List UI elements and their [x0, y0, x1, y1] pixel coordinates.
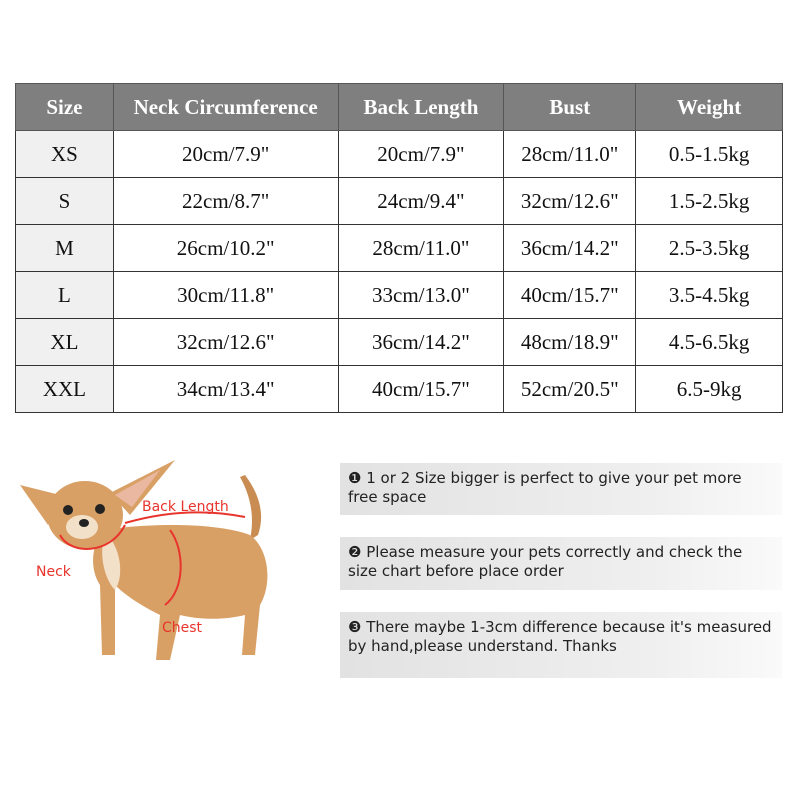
back-measure-line [124, 511, 246, 524]
table-cell: 48cm/18.9" [503, 318, 637, 366]
table-cell: 2.5-3.5kg [635, 224, 783, 272]
table-cell: 22cm/8.7" [112, 177, 339, 225]
table-cell: 28cm/11.0" [337, 224, 505, 272]
table-cell: 33cm/13.0" [337, 271, 505, 319]
size-cell: L [15, 271, 114, 319]
chest-label: Chest [162, 620, 203, 636]
table-row: XS 20cm/7.9" 20cm/7.9" 28cm/11.0" 0.5-1.5kg [15, 130, 783, 178]
size-cell: XS [15, 130, 114, 178]
column-header: Bust [503, 83, 637, 131]
table-cell: 32cm/12.6" [503, 177, 637, 225]
table-cell: 32cm/12.6" [112, 318, 339, 366]
size-cell: M [15, 224, 114, 272]
number-2-icon: ❷ [348, 543, 362, 561]
back-length-label: Back Length [142, 499, 229, 515]
table-row: L 30cm/11.8" 33cm/13.0" 40cm/15.7" 3.5-4.5kg [15, 271, 783, 319]
column-header: Neck Circumference [112, 83, 339, 131]
note-2: ❷ Please measure your pets correctly and… [340, 537, 782, 590]
column-header: Weight [635, 83, 783, 131]
column-header: Back Length [337, 83, 505, 131]
table-cell: 40cm/15.7" [337, 365, 505, 413]
note-text: Please measure your pets correctly and c… [348, 543, 743, 580]
dog-icon [20, 460, 268, 660]
table-cell: 30cm/11.8" [112, 271, 339, 319]
note-text: There maybe 1-3cm difference because it'… [348, 618, 772, 655]
size-cell: S [15, 177, 114, 225]
table-row: S 22cm/8.7" 24cm/9.4" 32cm/12.6" 1.5-2.5kg [15, 177, 783, 225]
table-cell: 0.5-1.5kg [635, 130, 783, 178]
table-cell: 1.5-2.5kg [635, 177, 783, 225]
number-3-icon: ❸ [348, 618, 362, 636]
table-cell: 40cm/15.7" [503, 271, 637, 319]
column-header: Size [15, 83, 114, 131]
table-cell: 20cm/7.9" [112, 130, 339, 178]
neck-measure-line [59, 524, 126, 550]
table-cell: 24cm/9.4" [337, 177, 505, 225]
table-row: M 26cm/10.2" 28cm/11.0" 36cm/14.2" 2.5-3.5kg [15, 224, 783, 272]
table-cell: 52cm/20.5" [503, 365, 637, 413]
number-1-icon: ❶ [348, 469, 362, 487]
table-cell: 3.5-4.5kg [635, 271, 783, 319]
table-cell: 36cm/14.2" [337, 318, 505, 366]
table-cell: 36cm/14.2" [503, 224, 637, 272]
table-cell: 6.5-9kg [635, 365, 783, 413]
table-cell: 20cm/7.9" [337, 130, 505, 178]
size-cell: XL [15, 318, 114, 366]
note-1: ❶ 1 or 2 Size bigger is perfect to give … [340, 463, 782, 515]
neck-label: Neck [36, 564, 72, 580]
table-cell: 34cm/13.4" [112, 365, 339, 413]
chest-measure-line [164, 529, 182, 606]
table-row: XL 32cm/12.6" 36cm/14.2" 48cm/18.9" 4.5-6.5k… [15, 318, 783, 366]
table-row: XXL 34cm/13.4" 40cm/15.7" 52cm/20.5" 6.5-9kg [15, 365, 783, 413]
table-cell: 4.5-6.5kg [635, 318, 783, 366]
table-cell: 26cm/10.2" [112, 224, 339, 272]
dog-measurement-illustration: Back Length Neck Chest [20, 460, 268, 660]
note-3: ❸ There maybe 1-3cm difference because i… [340, 612, 782, 678]
size-chart-table: Size Neck Circumference Back Length Bust Wei… [15, 83, 783, 413]
table-cell: 28cm/11.0" [503, 130, 637, 178]
size-cell: XXL [15, 365, 114, 413]
note-text: 1 or 2 Size bigger is perfect to give yo… [348, 469, 742, 506]
